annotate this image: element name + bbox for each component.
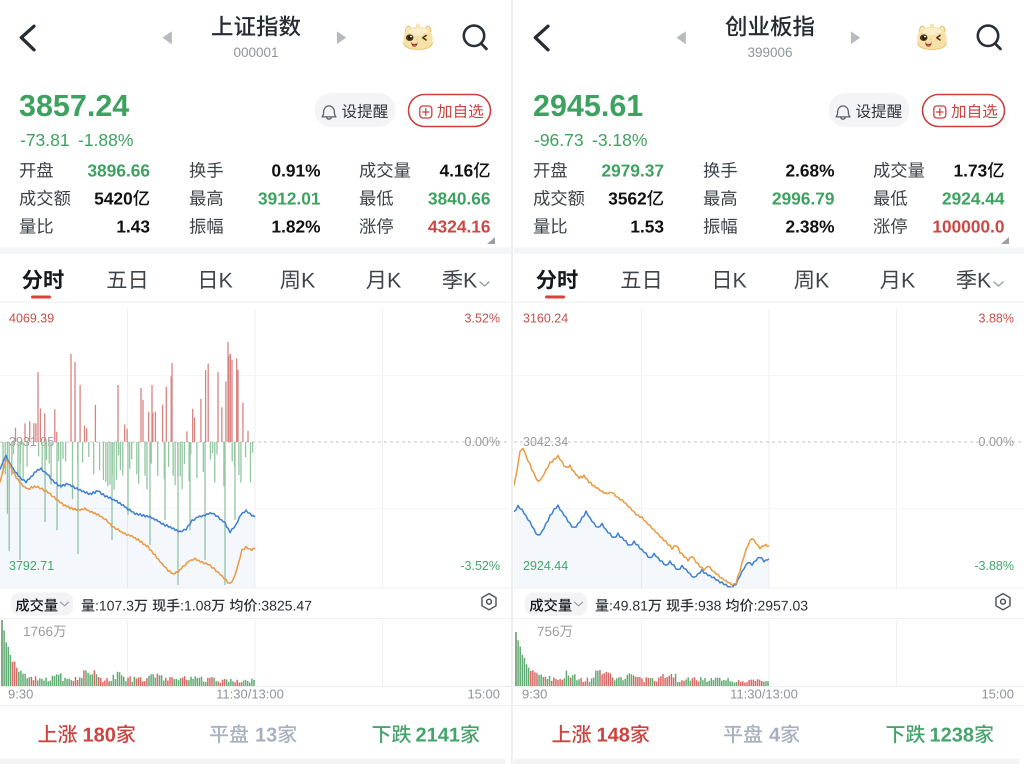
svg-text:3.52%: 3.52% bbox=[465, 312, 500, 326]
svg-text:3160.24: 3160.24 bbox=[523, 312, 568, 326]
svg-text:3.88%: 3.88% bbox=[979, 312, 1014, 326]
svg-text:000001: 000001 bbox=[233, 45, 278, 60]
svg-text:3042.34: 3042.34 bbox=[523, 435, 568, 449]
svg-text:15:00: 15:00 bbox=[981, 687, 1014, 702]
svg-text:0.00%: 0.00% bbox=[979, 435, 1014, 449]
svg-text:2924.44: 2924.44 bbox=[523, 559, 568, 573]
svg-text:-73.81: -73.81 bbox=[20, 130, 70, 150]
svg-text:9:30: 9:30 bbox=[522, 687, 547, 702]
svg-text:-3.88%: -3.88% bbox=[974, 559, 1014, 573]
svg-text:11:30/13:00: 11:30/13:00 bbox=[730, 687, 798, 702]
svg-text:-3.18%: -3.18% bbox=[592, 130, 647, 150]
svg-text:399006: 399006 bbox=[747, 45, 792, 60]
svg-text:-96.73: -96.73 bbox=[534, 130, 584, 150]
svg-text:0.00%: 0.00% bbox=[465, 435, 500, 449]
svg-text:15:00: 15:00 bbox=[467, 687, 500, 702]
svg-text:9:30: 9:30 bbox=[8, 687, 33, 702]
svg-text:-1.88%: -1.88% bbox=[78, 130, 133, 150]
svg-text:3857.24: 3857.24 bbox=[19, 89, 129, 123]
svg-text:3792.71: 3792.71 bbox=[9, 559, 54, 573]
svg-text:11:30/13:00: 11:30/13:00 bbox=[216, 687, 284, 702]
svg-text:2945.61: 2945.61 bbox=[533, 89, 643, 123]
svg-text:-3.52%: -3.52% bbox=[460, 559, 500, 573]
svg-text:4069.39: 4069.39 bbox=[9, 312, 54, 326]
